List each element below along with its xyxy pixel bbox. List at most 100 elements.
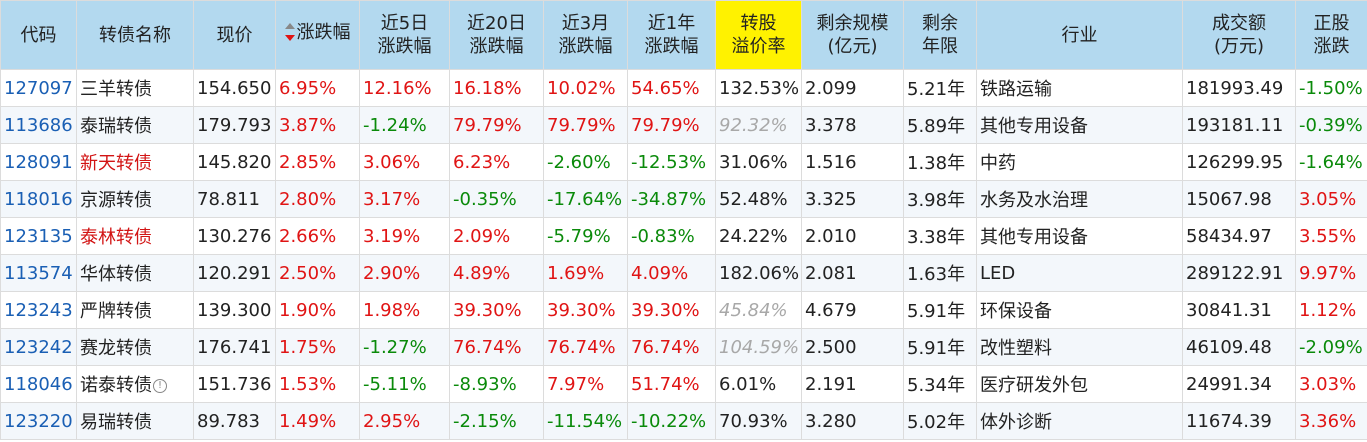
premium-cell: 182.06% [715, 254, 802, 292]
bond-code-link[interactable]: 123242 [0, 328, 77, 366]
price-cell: 151.736 [193, 365, 276, 403]
years-cell: 5.21年 [903, 69, 977, 107]
bond-name-link[interactable]: 泰瑞转债 [76, 106, 194, 144]
chg3m-cell: 7.97% [543, 365, 628, 403]
chg5d-cell: 3.06% [359, 143, 450, 181]
bond-code-link[interactable]: 123243 [0, 291, 77, 329]
table-row[interactable]: 127097 三羊转债 154.650 6.95% 12.16% 16.18% 10.02%… [0, 69, 1367, 107]
table-row[interactable]: 118016 京源转债 78.811 2.80% 3.17% -0.35% -17.64% -… [0, 180, 1367, 218]
header-chg3m[interactable]: 近3月 涨跌幅 [543, 0, 628, 70]
header-change[interactable]: 涨跌幅 [275, 0, 360, 70]
years-cell: 1.38年 [903, 143, 977, 181]
bond-code-link[interactable]: 118046 [0, 365, 77, 403]
header-premium[interactable]: 转股 溢价率 [715, 0, 802, 70]
bond-code-link[interactable]: 128091 [0, 143, 77, 181]
industry-cell: 改性塑料 [976, 328, 1183, 366]
price-cell: 176.741 [193, 328, 276, 366]
chg1y-cell: 39.30% [627, 291, 716, 329]
chg20d-cell: 39.30% [449, 291, 544, 329]
chg20d-cell: 79.79% [449, 106, 544, 144]
table-row[interactable]: 113574 华体转债 120.291 2.50% 2.90% 4.89% 1.69% 4.0… [0, 254, 1367, 292]
chg3m-cell: 10.02% [543, 69, 628, 107]
industry-cell: 铁路运输 [976, 69, 1183, 107]
chg1y-cell: 76.74% [627, 328, 716, 366]
chg5d-cell: 2.90% [359, 254, 450, 292]
bond-name-link[interactable]: 易瑞转债 [76, 402, 194, 440]
header-price[interactable]: 现价 [193, 0, 276, 70]
table-row[interactable]: 118046 诺泰转债! 151.736 1.53% -5.11% -8.93% 7.97%… [0, 365, 1367, 403]
bond-code-link[interactable]: 113686 [0, 106, 77, 144]
bond-name-link[interactable]: 诺泰转债! [76, 365, 194, 403]
header-name[interactable]: 转债名称 [76, 0, 194, 70]
chg1y-cell: 4.09% [627, 254, 716, 292]
bond-name-link[interactable]: 严牌转债 [76, 291, 194, 329]
header-chg1y[interactable]: 近1年 涨跌幅 [627, 0, 716, 70]
stock-change-cell: 3.03% [1295, 365, 1367, 403]
chg5d-cell: -1.27% [359, 328, 450, 366]
chg20d-cell: 16.18% [449, 69, 544, 107]
table-row[interactable]: 123220 易瑞转债 89.783 1.49% 2.95% -2.15% -11.54% -… [0, 402, 1367, 440]
years-cell: 3.38年 [903, 217, 977, 255]
change-cell: 6.95% [275, 69, 360, 107]
premium-cell: 104.59% [715, 328, 802, 366]
header-chg20d[interactable]: 近20日 涨跌幅 [449, 0, 544, 70]
stock-change-cell: 3.05% [1295, 180, 1367, 218]
header-industry[interactable]: 行业 [976, 0, 1183, 70]
chg1y-cell: -0.83% [627, 217, 716, 255]
volume-cell: 193181.11 [1182, 106, 1296, 144]
volume-cell: 24991.34 [1182, 365, 1296, 403]
header-chg5d[interactable]: 近5日 涨跌幅 [359, 0, 450, 70]
industry-cell: 其他专用设备 [976, 217, 1183, 255]
table-row[interactable]: 113686 泰瑞转债 179.793 3.87% -1.24% 79.79% 79.79%… [0, 106, 1367, 144]
price-cell: 145.820 [193, 143, 276, 181]
header-row: 代码 转债名称 现价 涨跌幅 近5日 涨跌幅 近20日 涨跌幅 近3月 涨跌幅 近1年… [0, 0, 1367, 70]
bond-name-link[interactable]: 新天转债 [76, 143, 194, 181]
bond-code-link[interactable]: 123135 [0, 217, 77, 255]
scale-cell: 2.099 [801, 69, 904, 107]
table-row[interactable]: 123243 严牌转债 139.300 1.90% 1.98% 39.30% 39.30% 3… [0, 291, 1367, 329]
premium-cell: 132.53% [715, 69, 802, 107]
header-scale[interactable]: 剩余规模 (亿元) [801, 0, 904, 70]
scale-cell: 1.516 [801, 143, 904, 181]
volume-cell: 58434.97 [1182, 217, 1296, 255]
volume-cell: 11674.39 [1182, 402, 1296, 440]
header-volume[interactable]: 成交额 (万元) [1182, 0, 1296, 70]
change-cell: 1.53% [275, 365, 360, 403]
change-cell: 1.49% [275, 402, 360, 440]
header-stock-change[interactable]: 正股 涨跌 [1295, 0, 1367, 70]
chg5d-cell: 1.98% [359, 291, 450, 329]
header-code[interactable]: 代码 [0, 0, 77, 70]
price-cell: 120.291 [193, 254, 276, 292]
industry-cell: 中药 [976, 143, 1183, 181]
scale-cell: 2.010 [801, 217, 904, 255]
bond-code-link[interactable]: 123220 [0, 402, 77, 440]
header-years[interactable]: 剩余 年限 [903, 0, 977, 70]
stock-change-cell: 3.55% [1295, 217, 1367, 255]
years-cell: 1.63年 [903, 254, 977, 292]
change-cell: 2.66% [275, 217, 360, 255]
bond-code-link[interactable]: 118016 [0, 180, 77, 218]
chg3m-cell: -2.60% [543, 143, 628, 181]
stock-change-cell: 3.36% [1295, 402, 1367, 440]
price-cell: 130.276 [193, 217, 276, 255]
info-icon[interactable]: ! [153, 379, 167, 393]
bond-code-link[interactable]: 113574 [0, 254, 77, 292]
bond-name-link[interactable]: 三羊转债 [76, 69, 194, 107]
table-row[interactable]: 123242 赛龙转债 176.741 1.75% -1.27% 76.74% 76.74%… [0, 328, 1367, 366]
premium-cell: 52.48% [715, 180, 802, 218]
bond-name-link[interactable]: 泰林转债 [76, 217, 194, 255]
price-cell: 154.650 [193, 69, 276, 107]
scale-cell: 3.325 [801, 180, 904, 218]
table-row[interactable]: 128091 新天转债 145.820 2.85% 3.06% 6.23% -2.60% -1… [0, 143, 1367, 181]
premium-cell: 31.06% [715, 143, 802, 181]
bond-code-link[interactable]: 127097 [0, 69, 77, 107]
years-cell: 5.91年 [903, 328, 977, 366]
bond-name-link[interactable]: 华体转债 [76, 254, 194, 292]
bond-name-link[interactable]: 赛龙转债 [76, 328, 194, 366]
scale-cell: 3.280 [801, 402, 904, 440]
table-row[interactable]: 123135 泰林转债 130.276 2.66% 3.19% 2.09% -5.79% -0… [0, 217, 1367, 255]
years-cell: 3.98年 [903, 180, 977, 218]
stock-change-cell: 1.12% [1295, 291, 1367, 329]
chg20d-cell: 76.74% [449, 328, 544, 366]
bond-name-link[interactable]: 京源转债 [76, 180, 194, 218]
